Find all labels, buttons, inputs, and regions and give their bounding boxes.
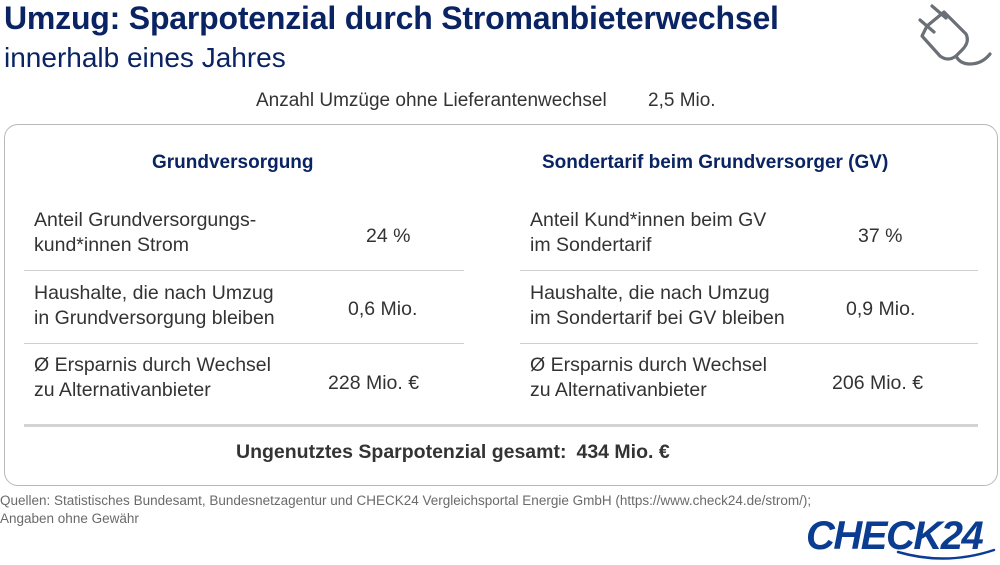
total-divider <box>24 424 978 427</box>
row-divider <box>24 270 464 271</box>
column-heading-sondertarif: Sondertarif beim Grundversorger (GV) <box>542 152 889 173</box>
plug-icon <box>918 4 992 66</box>
total-savings-value: 434 Mio. € <box>576 441 670 463</box>
logo-swoosh <box>896 548 996 560</box>
row-2-right-label-line-2: im Sondertarif bei GV bleiben <box>530 307 785 329</box>
row-3-left-label-line-2: zu Alternativanbieter <box>34 379 211 401</box>
row-2-left-label-line-1: Haushalte, die nach Umzug <box>34 282 274 304</box>
row-1-left-label-line-2: kund*innen Strom <box>34 234 190 256</box>
row-1-left-value: 24 % <box>366 225 411 247</box>
row-3-left-value: 228 Mio. € <box>328 372 420 394</box>
row-3-right-label-line-2: zu Alternativanbieter <box>530 379 707 401</box>
row-2-left-label: Haushalte, die nach Umzug in Grundversor… <box>34 281 275 331</box>
row-1-left-label-line-1: Anteil Grundversorgungs- <box>34 209 257 231</box>
row-2-left-value: 0,6 Mio. <box>348 298 418 320</box>
row-divider <box>24 343 464 344</box>
row-1-right-label: Anteil Kund*innen beim GV im Sondertarif <box>530 208 766 258</box>
row-1-right-label-line-2: im Sondertarif <box>530 234 652 256</box>
row-2-right-value: 0,9 Mio. <box>846 298 916 320</box>
total-savings-label: Ungenutztes Sparpotenzial gesamt: <box>236 441 567 463</box>
row-1-left-label: Anteil Grundversorgungs- kund*innen Stro… <box>34 208 256 258</box>
row-3-right-label: Ø Ersparnis durch Wechsel zu Alternativa… <box>530 353 767 403</box>
moves-without-switch-value: 2,5 Mio. <box>648 90 716 111</box>
row-divider <box>520 270 978 271</box>
row-3-left-label: Ø Ersparnis durch Wechsel zu Alternativa… <box>34 353 271 403</box>
page-title: Umzug: Sparpotenzial durch Stromanbieter… <box>4 0 779 36</box>
row-divider <box>520 343 978 344</box>
sources-line-2: Angaben ohne Gewähr <box>0 511 139 526</box>
row-1-right-value: 37 % <box>858 225 903 247</box>
row-3-right-label-line-1: Ø Ersparnis durch Wechsel <box>530 354 767 376</box>
row-2-right-label-line-1: Haushalte, die nach Umzug <box>530 282 770 304</box>
row-3-right-value: 206 Mio. € <box>832 372 924 394</box>
sources-note: Quellen: Statistisches Bundesamt, Bundes… <box>0 492 960 528</box>
row-1-right-label-line-1: Anteil Kund*innen beim GV <box>530 209 767 231</box>
row-2-right-label: Haushalte, die nach Umzug im Sondertarif… <box>530 281 785 331</box>
check24-logo: CHECK24 <box>806 514 984 558</box>
row-3-left-label-line-1: Ø Ersparnis durch Wechsel <box>34 354 271 376</box>
moves-without-switch-label: Anzahl Umzüge ohne Lieferantenwechsel <box>256 90 607 111</box>
total-savings: Ungenutztes Sparpotenzial gesamt: 434 Mio… <box>236 441 670 464</box>
row-2-left-label-line-2: in Grundversorgung bleiben <box>34 307 275 329</box>
page-subtitle: innerhalb eines Jahres <box>4 42 286 73</box>
sources-line-1: Quellen: Statistisches Bundesamt, Bundes… <box>0 493 812 508</box>
column-heading-grundversorgung: Grundversorgung <box>152 152 314 173</box>
